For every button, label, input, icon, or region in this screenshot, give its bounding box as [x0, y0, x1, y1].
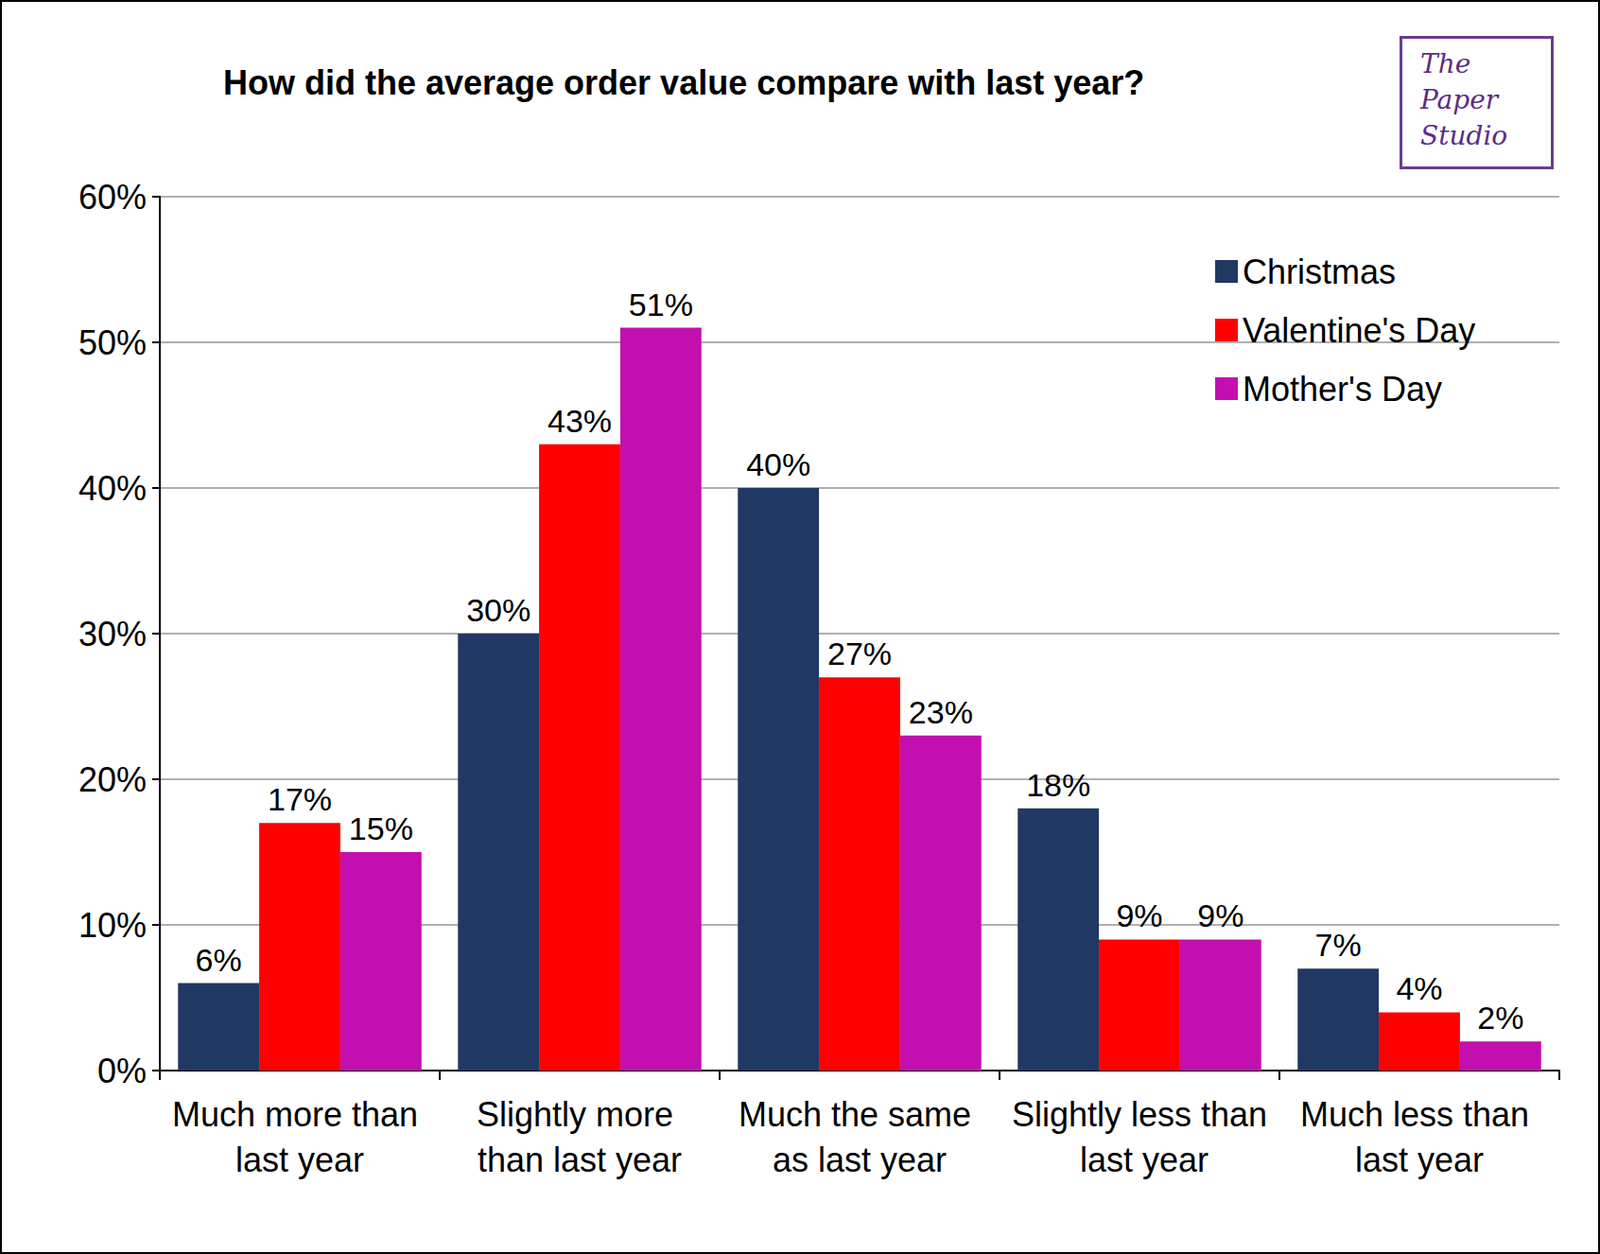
svg-text:20%: 20% — [78, 760, 147, 800]
svg-text:9%: 9% — [1197, 897, 1244, 934]
svg-text:18%: 18% — [1026, 766, 1091, 803]
svg-text:27%: 27% — [827, 635, 892, 672]
svg-text:Christmas: Christmas — [1242, 252, 1396, 292]
svg-text:How did the average order valu: How did the average order value compare … — [223, 63, 1145, 103]
svg-text:43%: 43% — [547, 402, 612, 439]
svg-text:Paper: Paper — [1419, 84, 1500, 116]
svg-text:7%: 7% — [1315, 926, 1362, 963]
svg-text:60%: 60% — [78, 177, 147, 217]
svg-text:15%: 15% — [348, 810, 414, 847]
svg-text:than last year: than last year — [477, 1140, 682, 1180]
svg-text:Studio: Studio — [1420, 120, 1508, 152]
svg-text:40%: 40% — [746, 446, 811, 483]
svg-text:51%: 51% — [628, 286, 694, 323]
svg-text:Much the same: Much the same — [738, 1095, 981, 1134]
svg-text:17%: 17% — [267, 781, 332, 818]
svg-text:40%: 40% — [78, 469, 147, 508]
svg-text:4%: 4% — [1395, 970, 1443, 1007]
svg-text:23%: 23% — [908, 694, 974, 731]
svg-text:2%: 2% — [1477, 999, 1524, 1036]
svg-text:6%: 6% — [195, 941, 243, 978]
svg-text:Valentine's Day: Valentine's Day — [1242, 311, 1476, 350]
svg-text:Much more than: Much more than — [172, 1095, 428, 1134]
svg-text:as last year: as last year — [772, 1140, 947, 1180]
svg-text:50%: 50% — [78, 323, 147, 363]
svg-text:30%: 30% — [78, 614, 147, 654]
svg-text:last year: last year — [235, 1140, 365, 1180]
svg-text:The: The — [1420, 48, 1471, 80]
svg-text:Slightly less than: Slightly less than — [1011, 1095, 1268, 1134]
svg-text:10%: 10% — [78, 905, 147, 945]
svg-text:0%: 0% — [97, 1051, 147, 1091]
svg-text:9%: 9% — [1115, 897, 1163, 934]
svg-text:last year: last year — [1070, 1140, 1209, 1180]
svg-text:Much less than: Much less than — [1300, 1095, 1539, 1134]
svg-text:30%: 30% — [466, 591, 531, 628]
svg-text:Mother's Day: Mother's Day — [1242, 369, 1443, 409]
svg-text:Slightly more: Slightly more — [476, 1095, 683, 1134]
svg-text:last year: last year — [1355, 1140, 1484, 1180]
